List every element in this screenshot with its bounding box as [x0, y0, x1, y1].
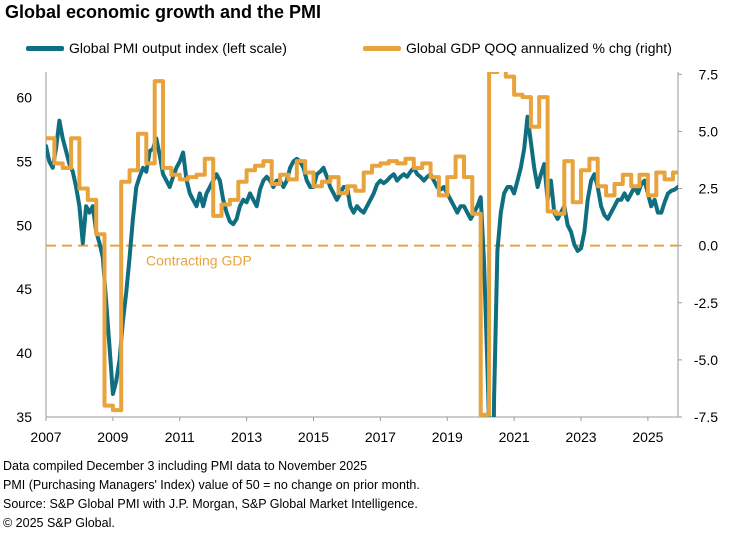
right-tick-label: 2.5 — [699, 181, 719, 197]
left-tick-label: 40 — [16, 345, 32, 361]
footnote-pmi-definition: PMI (Purchasing Managers' Index) value o… — [3, 478, 420, 492]
x-tick-label: 2023 — [565, 429, 596, 445]
legend-label-gdp: Global GDP QOQ annualized % chg (right) — [406, 40, 672, 56]
x-tick-label: 2011 — [165, 429, 195, 445]
footnote-copyright: © 2025 S&P Global. — [3, 516, 115, 530]
contracting-gdp-label: Contracting GDP — [146, 253, 252, 269]
left-tick-label: 50 — [16, 217, 32, 233]
x-tick-label: 2013 — [231, 429, 262, 445]
legend: Global PMI output index (left scale) Glo… — [0, 40, 746, 58]
legend-swatch-gdp — [363, 45, 401, 51]
x-tick-label: 2025 — [632, 429, 663, 445]
x-tick-label: 2015 — [298, 429, 329, 445]
right-tick-label: -7.5 — [694, 409, 718, 425]
left-tick-label: 60 — [16, 90, 32, 106]
left-tick-label: 55 — [16, 153, 32, 169]
right-tick-label: -2.5 — [694, 295, 718, 311]
legend-item-gdp: Global GDP QOQ annualized % chg (right) — [363, 40, 672, 56]
right-tick-label: 0.0 — [699, 238, 719, 254]
x-tick-label: 2019 — [432, 429, 463, 445]
legend-swatch-pmi — [26, 45, 64, 51]
x-tick-label: 2007 — [30, 429, 61, 445]
gdp-series-line — [46, 72, 678, 417]
footnote-source: Source: S&P Global PMI with J.P. Morgan,… — [3, 497, 418, 511]
legend-label-pmi: Global PMI output index (left scale) — [69, 40, 287, 56]
left-tick-label: 45 — [16, 281, 32, 297]
chart-plot: 35 40 45 50 55 60 -7.5 -5.0 -2.5 0.0 2.5 5.0 7.5 2007… — [16, 66, 719, 445]
footnote-data-compiled: Data compiled December 3 including PMI d… — [3, 459, 368, 473]
footnotes: Data compiled December 3 including PMI d… — [3, 457, 420, 533]
right-tick-label: 7.5 — [699, 66, 719, 82]
legend-item-pmi: Global PMI output index (left scale) — [26, 40, 287, 56]
chart-title: Global economic growth and the PMI — [5, 2, 322, 22]
left-tick-label: 35 — [16, 409, 32, 425]
right-tick-label: -5.0 — [694, 352, 718, 368]
x-tick-label: 2021 — [499, 429, 530, 445]
pmi-series-line — [46, 114, 678, 417]
x-tick-label: 2017 — [365, 429, 396, 445]
x-tick-label: 2009 — [97, 429, 128, 445]
right-tick-label: 5.0 — [699, 123, 719, 139]
